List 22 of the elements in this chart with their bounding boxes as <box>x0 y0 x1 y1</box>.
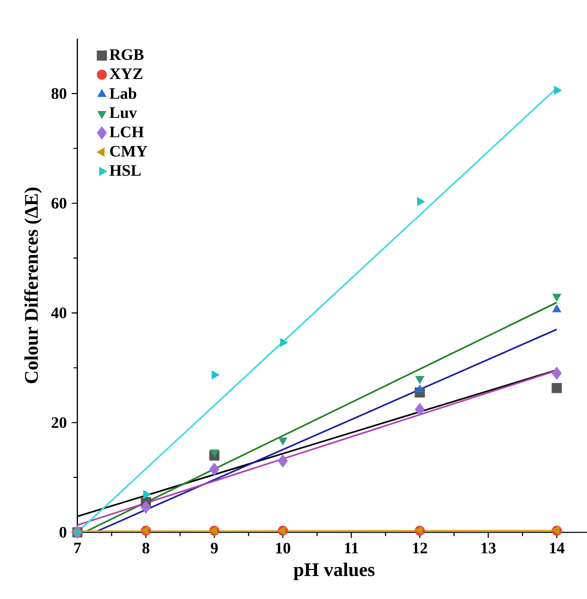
legend-label: HSL <box>110 165 141 176</box>
legend-label: LCH <box>110 126 144 138</box>
legend-label: XYZ <box>110 68 142 79</box>
y-axis-title: Colour Differences (ΔE) <box>24 188 42 384</box>
x-tick-label: 9 <box>210 542 218 554</box>
x-tick-label: 13 <box>482 542 496 554</box>
y-tick-label: 20 <box>52 417 66 428</box>
y-tick-label: 0 <box>60 526 66 538</box>
legend-label: Lab <box>110 88 136 99</box>
legend-label: RGB <box>110 49 144 60</box>
x-tick-label: 14 <box>550 542 564 554</box>
legend-label: CMY <box>110 146 148 157</box>
x-tick-label: 8 <box>142 542 150 554</box>
x-axis-title: pH values <box>294 562 375 580</box>
x-tick-label: 7 <box>74 542 81 554</box>
x-tick-label: 10 <box>276 542 290 554</box>
y-tick-label: 80 <box>51 88 66 99</box>
x-tick-label: 11 <box>345 542 358 554</box>
x-tick-label: 12 <box>413 542 428 554</box>
legend-label: Luv <box>110 107 137 118</box>
y-tick-label: 40 <box>51 308 66 318</box>
y-tick-label: 60 <box>52 198 66 209</box>
